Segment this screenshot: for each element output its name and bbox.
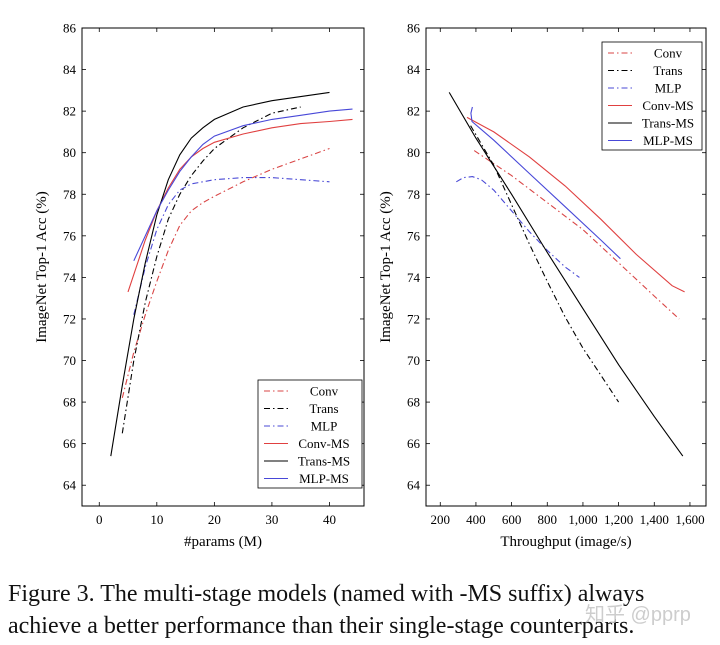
y-tick-label: 74 [63, 270, 77, 285]
figure-caption: Figure 3. The multi-stage models (named … [8, 578, 718, 642]
y-tick-label: 78 [63, 187, 76, 202]
series-line-trans [470, 125, 620, 403]
x-tick-label: 800 [538, 512, 558, 527]
legend-label-trans-ms: Trans-MS [642, 116, 694, 131]
caption-line-2: achieve a better performance than their … [8, 613, 635, 639]
legend-label-mlp: MLP [655, 81, 682, 96]
series-line-conv-ms [466, 116, 685, 293]
series-line-conv [121, 147, 330, 399]
y-axis-label: ImageNet Top-1 Acc (%) [378, 191, 394, 343]
y-tick-label: 74 [407, 270, 421, 285]
x-tick-label: 0 [96, 512, 103, 527]
y-tick-label: 68 [63, 395, 76, 410]
y-tick-label: 80 [407, 145, 420, 160]
series-line-conv [473, 150, 680, 320]
x-tick-label: 200 [431, 512, 451, 527]
series-line-trans-ms [448, 92, 684, 457]
y-tick-label: 82 [407, 104, 420, 119]
y-axis-label: ImageNet Top-1 Acc (%) [34, 191, 50, 343]
legend-label-trans: Trans [309, 401, 338, 416]
series-line-conv-ms [127, 118, 353, 293]
series-line-mlp [133, 177, 330, 315]
x-tick-label: 1,400 [640, 512, 669, 527]
y-tick-label: 72 [407, 311, 420, 326]
legend-label-conv: Conv [310, 384, 339, 399]
x-tick-label: 400 [466, 512, 486, 527]
y-tick-label: 64 [63, 478, 77, 493]
x-tick-label: 600 [502, 512, 522, 527]
x-tick-label: 20 [208, 512, 221, 527]
y-tick-label: 86 [407, 21, 421, 36]
caption-line-1: Figure 3. The multi-stage models (named … [8, 581, 645, 607]
figure-canvas: 64 66 68 70 72 74 76 78 80 82 84 86 0 10 20 30 40 #params… [34, 21, 707, 550]
legend-label-conv: Conv [654, 46, 683, 61]
series-line-trans-ms [110, 91, 330, 457]
y-tick-label: 84 [407, 62, 421, 77]
chart-left-params: 64 66 68 70 72 74 76 78 80 82 84 86 0 10 20 30 40 #params… [34, 21, 365, 550]
plot-frame [425, 27, 707, 507]
series-line-mlp-ms [470, 106, 621, 260]
y-tick-label: 82 [63, 104, 76, 119]
legend-box [601, 41, 703, 151]
plot-frame [81, 27, 365, 507]
y-tick-label: 84 [63, 62, 77, 77]
y-tick-label: 72 [63, 311, 76, 326]
x-tick-label: 30 [265, 512, 278, 527]
series-line-mlp [456, 176, 580, 278]
x-axis-label: Throughput (image/s) [500, 534, 631, 550]
chart-right-throughput: 64 66 68 70 72 74 76 78 80 82 84 86 200 400 600 800 1,00… [378, 21, 707, 550]
y-tick-label: 70 [63, 353, 76, 368]
y-tick-label: 86 [63, 21, 77, 36]
x-tick-label: 40 [323, 512, 336, 527]
x-tick-label: 1,200 [604, 512, 633, 527]
series-line-trans [121, 106, 301, 434]
y-tick-label: 68 [407, 395, 420, 410]
legend-label-trans: Trans [653, 63, 682, 78]
legend-label-conv-ms: Conv-MS [642, 98, 693, 113]
x-tick-label: 1,600 [675, 512, 704, 527]
x-tick-label: 10 [150, 512, 163, 527]
y-tick-label: 70 [407, 353, 420, 368]
legend-box [257, 379, 363, 489]
y-tick-label: 76 [63, 228, 77, 243]
legend-label-mlp-ms: MLP-MS [299, 471, 349, 486]
legend-label-mlp: MLP [311, 419, 338, 434]
watermark-text: 知乎 @pprp [585, 604, 691, 626]
y-tick-label: 80 [63, 145, 76, 160]
x-axis-label: #params (M) [184, 534, 262, 550]
y-tick-label: 64 [407, 478, 421, 493]
y-tick-label: 66 [407, 436, 421, 451]
y-tick-label: 78 [407, 187, 420, 202]
y-tick-label: 66 [63, 436, 77, 451]
legend-label-mlp-ms: MLP-MS [643, 133, 693, 148]
series-line-mlp-ms [133, 108, 353, 262]
y-tick-label: 76 [407, 228, 421, 243]
legend-label-conv-ms: Conv-MS [298, 436, 349, 451]
legend-label-trans-ms: Trans-MS [298, 454, 350, 469]
x-tick-label: 1,000 [568, 512, 597, 527]
